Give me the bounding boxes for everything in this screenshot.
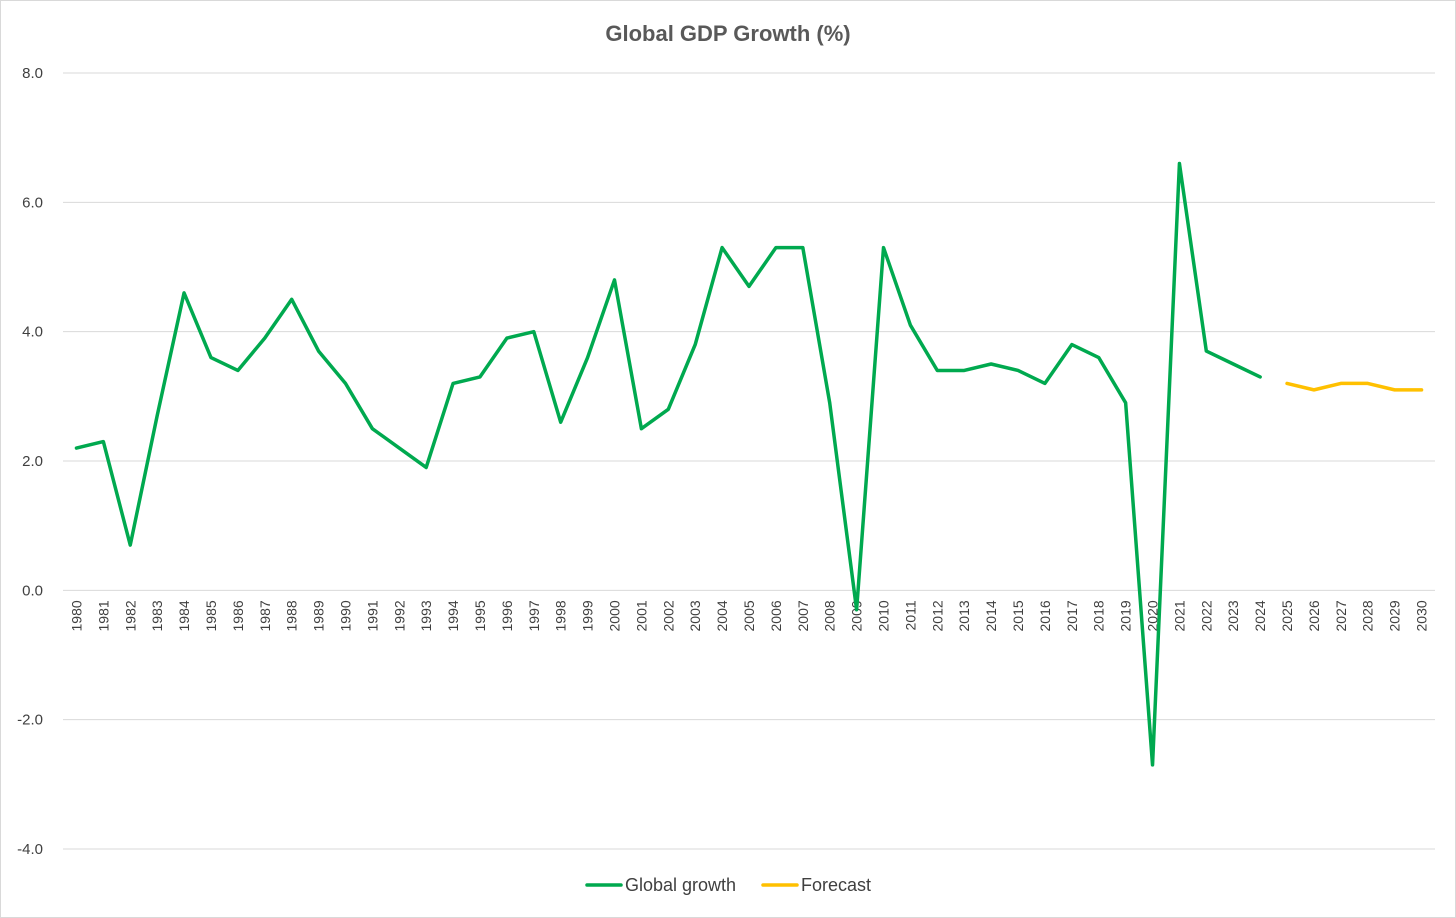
x-tick-label: 2012 <box>929 600 945 631</box>
x-tick-label: 2029 <box>1387 600 1403 631</box>
x-tick-label: 2000 <box>606 600 622 631</box>
x-tick-label: 2005 <box>741 600 757 631</box>
x-tick-label: 1997 <box>526 600 542 631</box>
x-tick-label: 2016 <box>1037 600 1053 631</box>
y-tick-label: 6.0 <box>22 194 43 211</box>
x-tick-label: 1981 <box>95 600 111 631</box>
x-tick-label: 2027 <box>1333 600 1349 631</box>
x-tick-label: 1987 <box>257 600 273 631</box>
x-tick-label: 1999 <box>580 600 596 631</box>
y-tick-label: 4.0 <box>22 324 43 341</box>
x-tick-label: 2004 <box>714 600 730 631</box>
x-tick-label: 1989 <box>311 600 327 631</box>
x-tick-label: 1990 <box>337 600 353 631</box>
x-tick-label: 1983 <box>149 600 165 631</box>
legend-label: Global growth <box>625 875 736 895</box>
x-tick-label: 1988 <box>284 600 300 631</box>
x-tick-label: 2028 <box>1360 600 1376 631</box>
x-tick-label: 2009 <box>849 600 865 631</box>
x-tick-label: 1982 <box>122 600 138 631</box>
x-axis-ticks: 1980 1981 1982 1983 1984 1985 1986 1987 1988 1989… <box>68 600 1429 631</box>
legend: Global growth Forecast <box>585 875 871 895</box>
y-tick-label: 0.0 <box>22 582 43 599</box>
x-tick-label: 2021 <box>1171 600 1187 631</box>
x-tick-label: 2014 <box>983 600 999 631</box>
x-tick-label: 2002 <box>660 600 676 631</box>
x-tick-label: 2017 <box>1064 600 1080 631</box>
x-tick-label: 2026 <box>1306 600 1322 631</box>
x-tick-label: 1986 <box>230 600 246 631</box>
x-tick-label: 1992 <box>391 600 407 631</box>
series-line-forecast <box>1285 381 1424 392</box>
x-tick-label: 2020 <box>1145 600 1161 631</box>
x-tick-label: 2030 <box>1414 600 1430 631</box>
x-tick-label: 1984 <box>176 600 192 631</box>
x-tick-label: 2015 <box>1010 600 1026 631</box>
x-tick-label: 2024 <box>1252 600 1268 631</box>
x-tick-label: 1994 <box>445 600 461 631</box>
y-tick-label: -2.0 <box>17 712 43 729</box>
x-tick-label: 2001 <box>633 600 649 631</box>
x-tick-label: 2019 <box>1118 600 1134 631</box>
series-line-global-growth <box>74 161 1262 767</box>
x-tick-label: 1996 <box>499 600 515 631</box>
y-tick-label: -4.0 <box>17 841 43 858</box>
x-tick-label: 1980 <box>68 600 84 631</box>
x-tick-label: 2022 <box>1198 600 1214 631</box>
x-tick-label: 2011 <box>902 600 918 630</box>
x-tick-label: 1995 <box>472 600 488 631</box>
x-tick-label: 1993 <box>418 600 434 631</box>
x-tick-label: 1991 <box>364 600 380 631</box>
x-tick-label: 2023 <box>1225 600 1241 631</box>
x-tick-label: 2018 <box>1091 600 1107 631</box>
x-tick-label: 2007 <box>795 600 811 631</box>
x-tick-label: 2025 <box>1279 600 1295 631</box>
series-lines <box>74 161 1424 767</box>
y-axis-ticks: 8.0 6.0 4.0 2.0 0.0 -2.0 -4.0 <box>17 65 43 858</box>
legend-label: Forecast <box>801 875 871 895</box>
x-tick-label: 2008 <box>822 600 838 631</box>
y-tick-label: 2.0 <box>22 453 43 470</box>
gridlines <box>63 72 1435 850</box>
x-tick-label: 1985 <box>203 600 219 631</box>
y-tick-label: 8.0 <box>22 65 43 82</box>
x-tick-label: 2010 <box>876 600 892 631</box>
x-tick-label: 2013 <box>956 600 972 631</box>
x-tick-label: 1998 <box>553 600 569 631</box>
chart-title: Global GDP Growth (%) <box>605 21 850 46</box>
x-tick-label: 2003 <box>687 600 703 631</box>
x-tick-label: 2006 <box>768 600 784 631</box>
